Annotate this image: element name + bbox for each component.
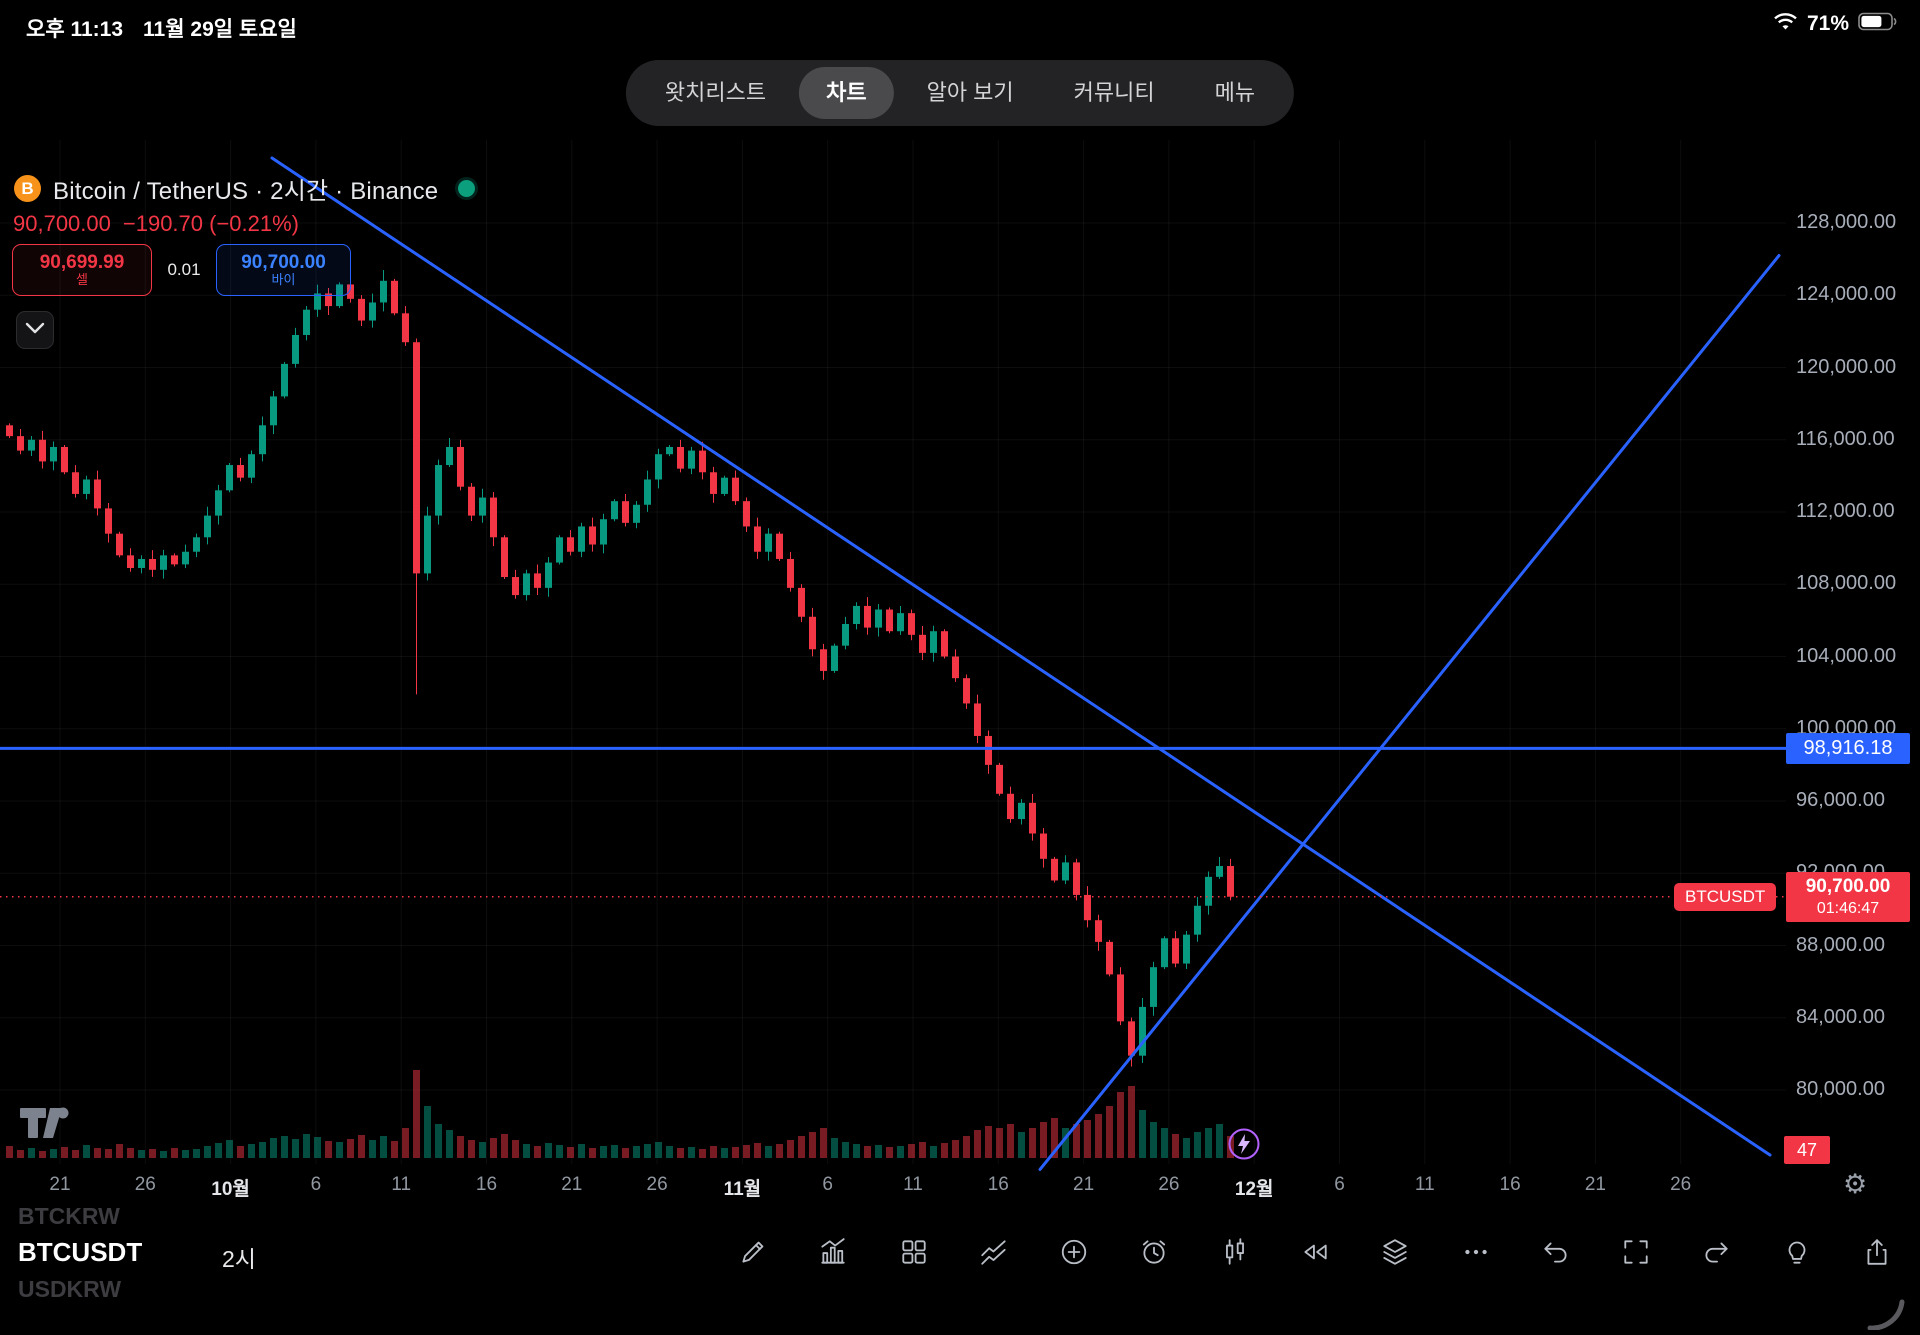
time-tick-label: 21 — [1584, 1174, 1606, 1195]
watchlist-prev-symbol: BTCKRW — [18, 1203, 120, 1229]
price-tick-label: 112,000.00 — [1796, 500, 1895, 522]
time-tick-label: 21 — [561, 1174, 583, 1195]
undo-icon[interactable] — [1536, 1232, 1576, 1272]
collapse-panel-button[interactable] — [16, 311, 54, 349]
date: 11월 29일 토요일 — [143, 18, 297, 41]
time-tick-label: 6 — [1334, 1174, 1345, 1195]
corner-swipe-indicator — [1866, 1296, 1906, 1335]
sell-button[interactable]: 90,699.99 셀 — [12, 244, 152, 296]
buy-label: 바이 — [271, 272, 296, 288]
sell-price: 90,699.99 — [39, 252, 125, 274]
time-tick-label: 11 — [1414, 1174, 1435, 1195]
price-tick-label: 88,000.00 — [1796, 933, 1885, 956]
price-tick-label: 108,000.00 — [1796, 572, 1897, 595]
time-tick-label: 6 — [822, 1174, 833, 1195]
price-tick-label: 116,000.00 — [1796, 427, 1895, 450]
current-price-value: 90,700.00 — [1805, 875, 1891, 897]
price-tick-label: 104,000.00 — [1796, 644, 1897, 667]
add-plus-icon[interactable] — [1054, 1232, 1094, 1272]
tab-menu[interactable]: 메뉴 — [1214, 80, 1256, 105]
time-tick-label: 12월 — [1234, 1179, 1274, 1200]
more-ellipsis-icon[interactable] — [1456, 1232, 1496, 1272]
price-readout: 90,700.00 −190.70 (−0.21%) — [13, 211, 299, 237]
tradingview-logo[interactable] — [20, 1106, 72, 1151]
time-tick-label: 16 — [475, 1174, 498, 1195]
watchlist-next-symbol: USDKRW — [18, 1276, 122, 1302]
time-tick-label: 21 — [1073, 1174, 1095, 1195]
horizontal-line-price-label[interactable]: 98,916.18 — [1786, 733, 1910, 765]
candles-icon[interactable] — [1215, 1232, 1255, 1272]
price-tick-label: 124,000.00 — [1796, 283, 1897, 306]
candle-countdown: 01:46:47 — [1816, 899, 1880, 917]
top-nav: 왓치리스트 차트 알아 보기 커뮤니티 메뉴 — [625, 60, 1295, 126]
time-tick-label: 6 — [310, 1174, 322, 1195]
interval-button[interactable]: 2시 — [222, 1246, 256, 1272]
chevron-down-icon — [25, 321, 45, 339]
current-price-axis-label: 90,700.00 01:46:47 — [1786, 871, 1910, 922]
layouts-grid-icon[interactable] — [894, 1232, 934, 1272]
buy-price: 90,700.00 — [241, 252, 326, 274]
spread-value: 0.01 — [167, 260, 201, 279]
axis-settings-gear-icon[interactable]: ⚙ — [1843, 1169, 1868, 1199]
price-tick-label: 128,000.00 — [1796, 211, 1897, 233]
price-tick-label: 100,000.00 — [1796, 716, 1897, 739]
time-tick-label: 26 — [1158, 1174, 1180, 1195]
redo-icon[interactable] — [1696, 1232, 1736, 1272]
ideas-lightbulb-icon[interactable] — [1777, 1232, 1817, 1272]
candlestick-series — [6, 269, 1234, 1067]
tab-chart[interactable]: 차트 — [799, 67, 894, 119]
volume-series — [6, 1070, 1234, 1158]
symbol-title: Bitcoin / TetherUS · 2시간 · Binance — [53, 178, 439, 205]
symbol-header[interactable]: B Bitcoin / TetherUS · 2시간 · Binance — [14, 171, 476, 206]
alert-clock-icon[interactable] — [1134, 1232, 1174, 1272]
status-bar-right: 71% — [1773, 12, 1898, 36]
indicators-icon[interactable] — [813, 1232, 853, 1272]
price-tick-label: 96,000.00 — [1796, 789, 1885, 811]
bottom-toolbar — [733, 1232, 1897, 1272]
trendlines[interactable] — [0, 156, 1786, 1171]
wifi-icon — [1773, 12, 1798, 36]
time-tick-label: 16 — [1499, 1174, 1521, 1195]
sell-label: 셀 — [76, 272, 88, 288]
time-tick-label: 26 — [134, 1174, 156, 1195]
last-price: 90,700.00 — [13, 211, 111, 236]
price-tick-label: 84,000.00 — [1796, 1005, 1885, 1028]
tab-discover[interactable]: 알아 보기 — [926, 80, 1014, 105]
bottom-symbol[interactable]: BTCUSDT — [18, 1237, 143, 1267]
trade-panel: 90,699.99 셀 0.01 90,700.00 바이 — [12, 244, 351, 296]
draw-icon[interactable] — [733, 1232, 773, 1272]
replay-rewind-icon[interactable] — [1295, 1232, 1335, 1272]
share-icon[interactable] — [1857, 1232, 1897, 1272]
tab-watchlist[interactable]: 왓치리스트 — [664, 80, 767, 105]
compare-icon[interactable] — [974, 1232, 1014, 1272]
price-tick-label: 80,000.00 — [1796, 1078, 1885, 1100]
time-tick-label: 26 — [646, 1174, 668, 1195]
market-open-dot-icon — [458, 180, 476, 197]
time-tick-label: 16 — [987, 1174, 1009, 1195]
volume-axis-label: 47 — [1784, 1136, 1830, 1164]
clock: 오후 11:13 — [26, 18, 124, 41]
lightning-icon[interactable] — [1226, 1126, 1262, 1167]
layers-icon[interactable] — [1375, 1232, 1415, 1272]
battery-icon — [1858, 12, 1898, 36]
time-tick-label: 11 — [903, 1174, 923, 1195]
status-bar-left: 오후 11:13 11월 29일 토요일 — [26, 13, 297, 43]
tab-community[interactable]: 커뮤니티 — [1073, 80, 1155, 105]
time-tick-label: 11월 — [723, 1179, 762, 1200]
price-tick-label: 120,000.00 — [1796, 355, 1897, 378]
price-change: −190.70 (−0.21%) — [122, 211, 300, 236]
gridlines — [0, 140, 1786, 1164]
buy-button[interactable]: 90,700.00 바이 — [216, 244, 351, 296]
fullscreen-icon[interactable] — [1616, 1232, 1656, 1272]
time-tick-label: 10월 — [211, 1179, 250, 1200]
time-tick-label: 21 — [49, 1174, 71, 1195]
battery-percent: 71% — [1806, 12, 1849, 35]
bitcoin-icon: B — [14, 175, 41, 202]
current-price-symbol-badge: BTCUSDT — [1674, 882, 1777, 911]
time-tick-label: 11 — [391, 1174, 412, 1195]
time-tick-label: 26 — [1670, 1174, 1692, 1195]
